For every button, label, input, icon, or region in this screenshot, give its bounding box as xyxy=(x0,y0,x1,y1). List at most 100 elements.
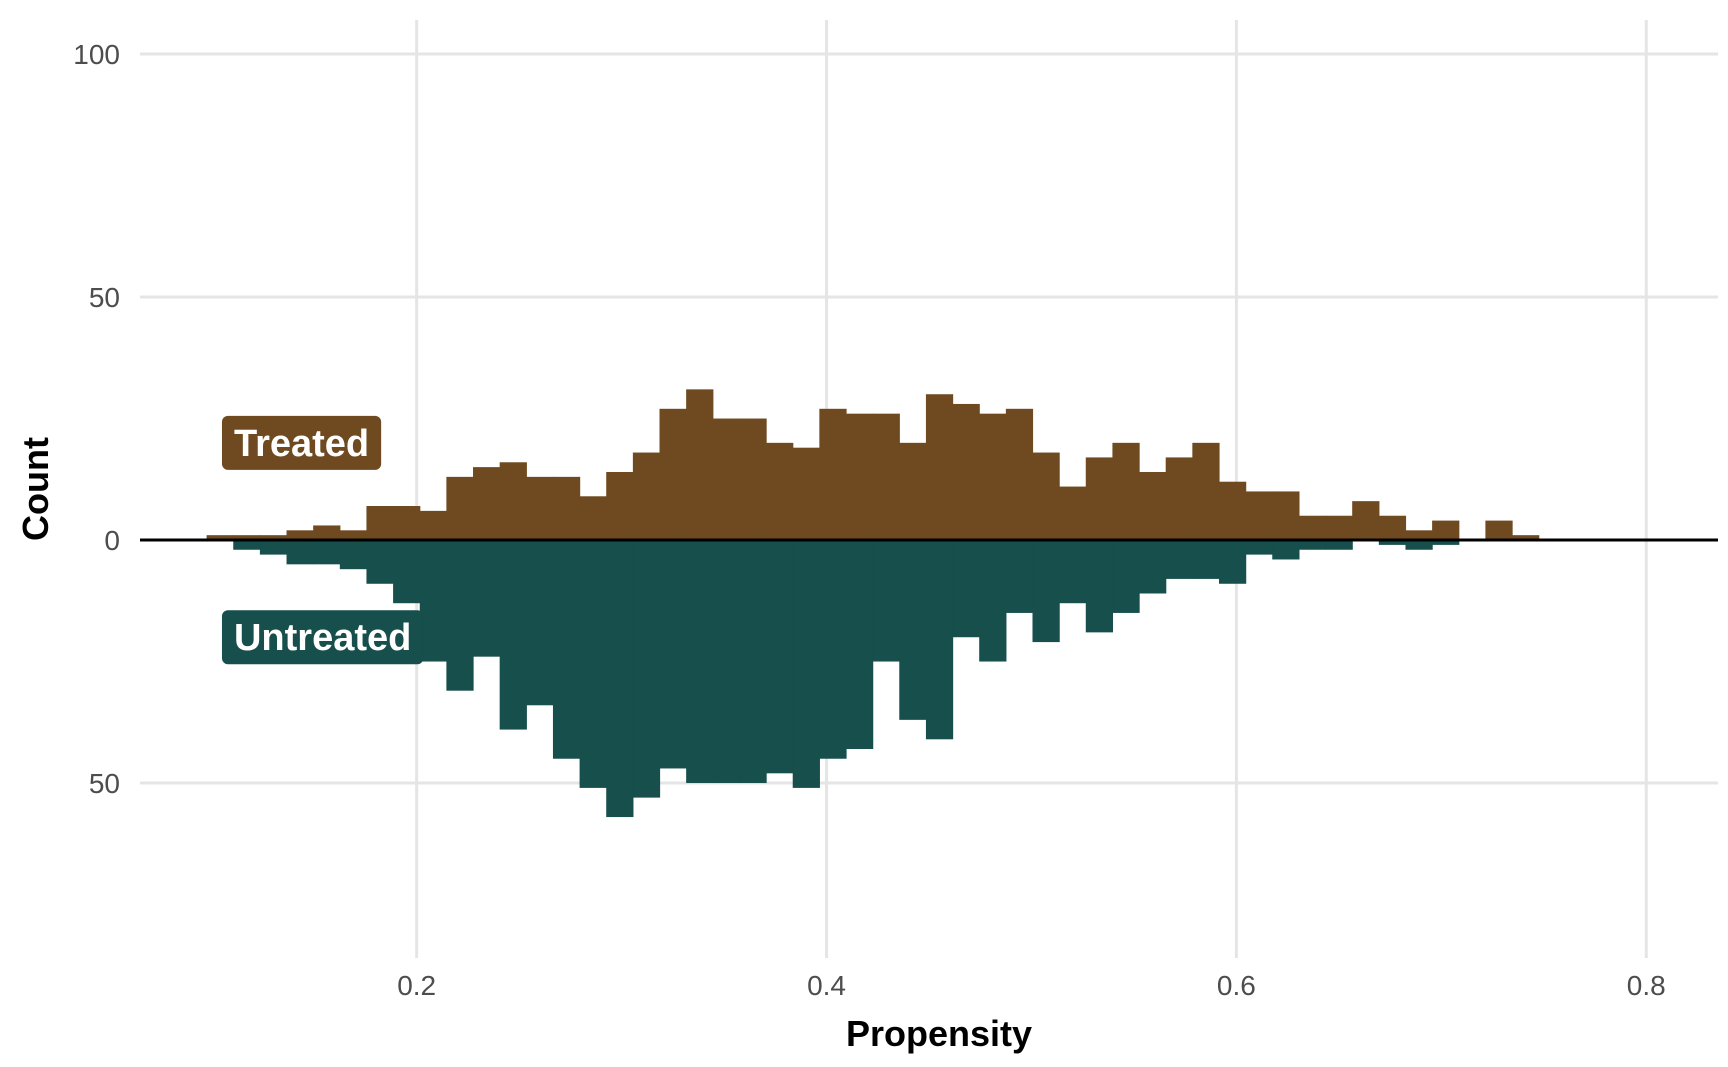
y-tick-label: 50 xyxy=(89,282,120,313)
treated-bar xyxy=(1298,515,1327,541)
treated-bar xyxy=(1165,457,1193,541)
untreated-bar xyxy=(579,540,607,788)
treated-bar xyxy=(952,403,980,541)
treated-bar xyxy=(872,413,900,541)
treated-bar xyxy=(819,408,847,541)
untreated-label: Untreated xyxy=(221,610,424,665)
untreated-bar xyxy=(606,540,634,818)
treated-bar xyxy=(1378,515,1407,541)
untreated-bar xyxy=(393,540,421,604)
group-labels: Treated Untreated xyxy=(221,415,424,665)
untreated-bar xyxy=(1245,540,1273,555)
untreated-bar xyxy=(899,540,927,720)
untreated-bar xyxy=(1298,540,1327,550)
untreated-bar xyxy=(1059,540,1087,604)
treated-bar xyxy=(1139,471,1167,541)
untreated-bar xyxy=(313,540,341,565)
treated-bar xyxy=(739,418,767,541)
treated-bar xyxy=(659,408,687,541)
x-tick-label: 0.4 xyxy=(807,970,846,1001)
treated-bar xyxy=(1405,530,1433,541)
untreated-label-box xyxy=(221,610,424,665)
treated-bar xyxy=(899,442,927,541)
treated-label-text: Treated xyxy=(234,423,369,465)
untreated-bar xyxy=(1085,540,1114,633)
untreated-bar xyxy=(979,540,1007,662)
untreated-bar xyxy=(499,540,527,730)
treated-bar xyxy=(526,476,554,541)
histogram-bars xyxy=(206,389,1540,818)
untreated-bar xyxy=(233,540,261,550)
untreated-bar xyxy=(1378,540,1407,545)
treated-bar xyxy=(792,447,820,541)
untreated-bar xyxy=(1165,540,1193,579)
treated-bar xyxy=(393,506,421,541)
treated-bar xyxy=(1032,452,1060,541)
treated-bar xyxy=(446,476,474,541)
treated-bar xyxy=(1272,491,1300,541)
treated-bar xyxy=(846,413,874,541)
treated-bar xyxy=(1192,442,1220,541)
y-tick-label: 0 xyxy=(104,525,120,556)
untreated-bar xyxy=(419,540,447,662)
treated-bar xyxy=(766,442,794,541)
untreated-bar xyxy=(632,540,661,798)
untreated-bar xyxy=(366,540,394,584)
treated-label-box xyxy=(221,415,382,470)
untreated-bar xyxy=(1005,540,1034,613)
treated-bar xyxy=(259,535,288,541)
x-axis-title: Propensity xyxy=(846,1013,1032,1054)
untreated-bar xyxy=(872,540,900,662)
untreated-bar xyxy=(846,540,874,750)
treated-bar xyxy=(499,462,527,541)
treated-bar xyxy=(925,394,954,541)
untreated-bar xyxy=(1405,540,1433,550)
x-tick-label: 0.6 xyxy=(1217,970,1256,1001)
untreated-bar xyxy=(659,540,687,769)
treated-bar xyxy=(1325,515,1353,541)
untreated-bar xyxy=(446,540,474,691)
untreated-bar xyxy=(1192,540,1220,579)
untreated-bar xyxy=(1032,540,1060,643)
y-gridlines xyxy=(140,52,1718,785)
treated-bar xyxy=(339,530,368,541)
y-axis-title: Count xyxy=(15,437,56,541)
treated-bar xyxy=(979,413,1007,541)
untreated-bar xyxy=(552,540,581,759)
treated-bar xyxy=(1059,486,1087,541)
untreated-bar xyxy=(766,540,794,774)
untreated-bar xyxy=(526,540,554,706)
untreated-bar xyxy=(739,540,767,784)
treated-bar xyxy=(1352,501,1380,541)
untreated-bar xyxy=(712,540,741,784)
y-tick-label: 100 xyxy=(73,39,120,70)
treated-bar xyxy=(313,525,341,541)
treated-bar xyxy=(606,471,634,541)
treated-bar xyxy=(579,496,607,541)
x-tick-label: 0.2 xyxy=(397,970,436,1001)
untreated-bar xyxy=(1112,540,1140,613)
x-axis-tick-labels: 0.2 0.4 0.6 0.8 xyxy=(397,970,1666,1001)
untreated-bar xyxy=(1432,540,1460,545)
treated-bar xyxy=(206,535,234,541)
untreated-bar xyxy=(686,540,714,784)
untreated-bar xyxy=(1272,540,1300,560)
untreated-bar xyxy=(925,540,954,740)
treated-bar xyxy=(1085,457,1114,541)
treated-bar xyxy=(1512,535,1540,541)
treated-bar xyxy=(632,452,661,541)
untreated-bar xyxy=(473,540,501,657)
untreated-bar xyxy=(339,540,368,570)
y-tick-label: 50 xyxy=(89,768,120,799)
treated-bar xyxy=(366,506,394,541)
y-axis-tick-labels: 100 50 0 50 xyxy=(73,39,120,799)
treated-bar xyxy=(1218,481,1247,541)
treated-bar xyxy=(1005,408,1034,541)
treated-bar xyxy=(473,467,501,541)
treated-bar xyxy=(1485,520,1513,541)
untreated-bar xyxy=(1325,540,1353,550)
treated-bar xyxy=(286,530,314,541)
treated-bar xyxy=(552,476,581,541)
treated-label: Treated xyxy=(221,415,382,470)
